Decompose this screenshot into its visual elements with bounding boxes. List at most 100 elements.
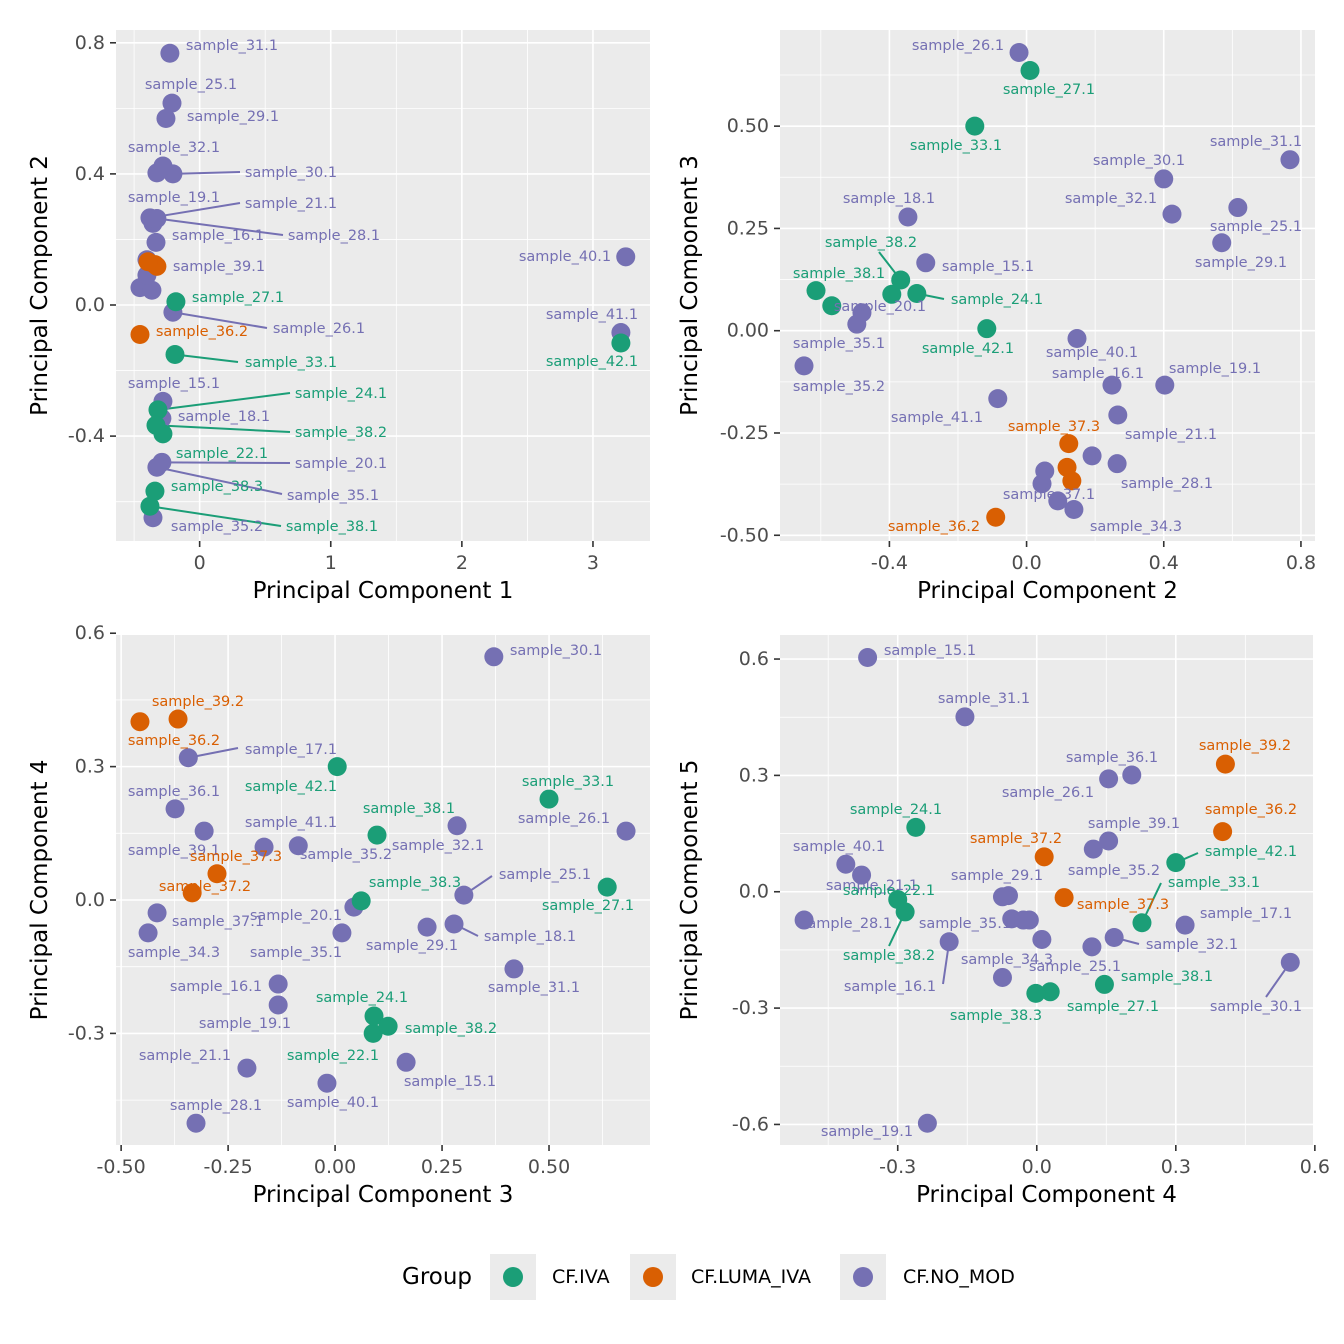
data-point: [1034, 847, 1054, 867]
data-point: [1020, 61, 1040, 81]
x-axis-title: Principal Component 4: [916, 1182, 1177, 1208]
data-point: [160, 43, 180, 63]
data-point: [597, 877, 617, 897]
point-label: sample_16.1: [172, 228, 264, 244]
data-point: [1009, 43, 1029, 63]
point-label: sample_16.1: [844, 979, 936, 995]
data-point: [906, 817, 926, 837]
data-point: [858, 647, 878, 667]
point-label: sample_16.1: [170, 979, 262, 995]
data-point: [907, 283, 927, 303]
x-tick-label: 0.0: [1011, 552, 1041, 574]
y-tick-label: 0.25: [727, 217, 769, 239]
point-label: sample_38.1: [793, 266, 885, 282]
legend-dot-icon: [643, 1267, 663, 1287]
data-point: [288, 836, 308, 856]
x-tick-label: 0: [194, 552, 206, 574]
panel-background: [116, 635, 650, 1145]
data-point: [939, 932, 959, 952]
point-label: sample_21.1: [139, 1048, 231, 1064]
data-point: [1215, 754, 1235, 774]
data-point: [146, 415, 166, 435]
x-tick-label: 0.4: [1149, 552, 1179, 574]
point-label: sample_41.1: [546, 307, 638, 323]
y-tick-label: -0.50: [720, 524, 769, 546]
data-point: [917, 1113, 937, 1133]
point-label: sample_24.1: [850, 802, 942, 818]
data-point: [1099, 769, 1119, 789]
point-label: sample_38.2: [825, 235, 917, 251]
point-label: sample_18.1: [484, 929, 576, 945]
point-label: sample_28.1: [1121, 476, 1213, 492]
data-point: [539, 789, 559, 809]
data-point: [1094, 974, 1114, 994]
point-label: sample_27.1: [542, 898, 634, 914]
data-point: [1048, 491, 1068, 511]
x-tick-label: 1: [325, 552, 337, 574]
data-point: [1062, 471, 1082, 491]
point-label: sample_26.1: [518, 811, 610, 827]
data-point: [1107, 454, 1127, 474]
point-label: sample_40.1: [793, 839, 885, 855]
point-label: sample_25.1: [499, 867, 591, 883]
point-label: sample_41.1: [891, 410, 983, 426]
x-tick-label: 2: [456, 552, 468, 574]
x-axis-title: Principal Component 3: [253, 1182, 514, 1208]
data-point: [207, 864, 227, 884]
data-point: [616, 821, 636, 841]
data-point: [364, 1006, 384, 1026]
x-axis-title: Principal Component 1: [253, 578, 514, 604]
data-point: [147, 457, 167, 477]
legend-title: Group: [402, 1264, 472, 1290]
y-tick-label: -0.4: [68, 425, 105, 447]
y-tick-label: 0.00: [727, 320, 769, 342]
point-label: sample_20.1: [295, 456, 387, 472]
legend-label: CF.IVA: [552, 1266, 610, 1288]
data-point: [142, 280, 162, 300]
data-point: [794, 356, 814, 376]
point-label: sample_39.2: [152, 694, 244, 710]
point-label: sample_19.1: [1169, 361, 1261, 377]
data-point: [955, 707, 975, 727]
data-point: [965, 116, 985, 136]
data-point: [237, 1058, 257, 1078]
y-tick-label: 0.0: [739, 881, 769, 903]
y-tick-label: -0.6: [732, 1113, 769, 1135]
data-point: [165, 344, 185, 364]
point-label: sample_24.1: [295, 386, 387, 402]
point-label: sample_35.2: [793, 379, 885, 395]
data-point: [1104, 928, 1124, 948]
data-point: [1026, 983, 1046, 1003]
point-label: sample_42.1: [546, 354, 638, 370]
data-point: [852, 865, 872, 885]
data-point: [1132, 913, 1152, 933]
data-point: [895, 902, 915, 922]
data-point: [317, 1073, 337, 1093]
legend-label: CF.LUMA_IVA: [691, 1266, 811, 1288]
data-point: [484, 647, 504, 667]
data-point: [268, 974, 288, 994]
data-point: [1154, 169, 1174, 189]
point-label: sample_37.1: [172, 914, 264, 930]
y-tick-label: 0.0: [75, 889, 105, 911]
point-label: sample_25.1: [1210, 219, 1302, 235]
data-point: [882, 284, 902, 304]
data-point: [378, 1016, 398, 1036]
data-point: [130, 325, 150, 345]
data-point: [447, 816, 467, 836]
point-label: sample_34.3: [128, 945, 220, 961]
legend-dot-icon: [503, 1267, 523, 1287]
point-label: sample_36.1: [128, 784, 220, 800]
data-point: [268, 995, 288, 1015]
data-point: [1162, 204, 1182, 224]
point-label: sample_27.1: [1003, 82, 1095, 98]
legend-item: CF.LUMA_IVA: [630, 1254, 811, 1300]
point-label: sample_38.3: [171, 479, 263, 495]
data-point: [148, 400, 168, 420]
point-label: sample_37.3: [190, 849, 282, 865]
x-tick-label: 0.50: [528, 1156, 570, 1178]
point-label: sample_22.1: [176, 446, 268, 462]
point-label: sample_15.1: [884, 643, 976, 659]
data-point: [1212, 233, 1232, 253]
